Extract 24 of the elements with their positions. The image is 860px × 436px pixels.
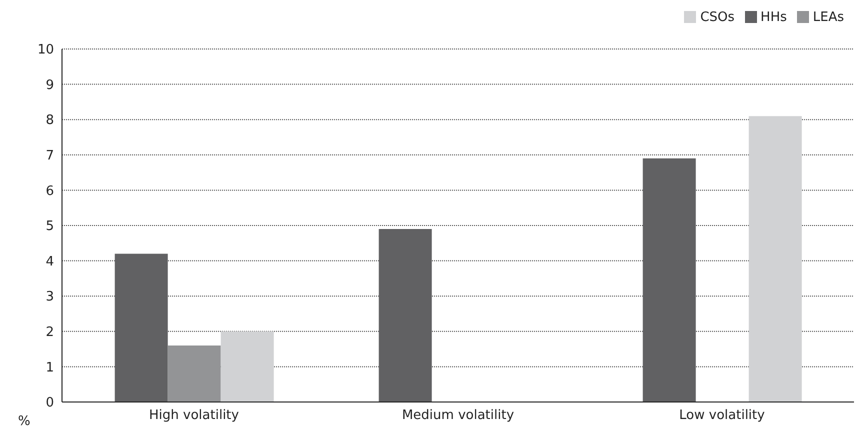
y-tick-label: 7: [46, 148, 54, 164]
y-tick-label: 0: [46, 396, 54, 411]
x-tick-label: Medium volatility: [402, 408, 514, 424]
y-tick-label: 1: [46, 360, 54, 376]
y-tick-label: 9: [46, 78, 54, 93]
y-tick-label: 8: [46, 113, 54, 128]
legend-label: LEAs: [812, 10, 844, 25]
y-tick-label: 3: [46, 290, 54, 305]
bar: [168, 346, 221, 402]
bar: [748, 116, 802, 402]
bar: [114, 254, 168, 402]
y-tick-label: 4: [46, 254, 54, 270]
x-tick-label: High volatility: [149, 408, 240, 424]
y-axis-title: %: [18, 414, 30, 429]
x-tick-label: Low volatility: [679, 408, 766, 424]
y-tick-label: 10: [37, 42, 54, 58]
bar: [220, 331, 274, 402]
legend-label: HHs: [760, 10, 787, 25]
bar: [642, 158, 696, 402]
legend-label: CSOs: [700, 10, 735, 25]
y-tick-label: 5: [46, 219, 54, 234]
y-tick-label: 6: [46, 184, 54, 199]
bar: [378, 229, 432, 402]
y-tick-label: 2: [46, 325, 54, 340]
